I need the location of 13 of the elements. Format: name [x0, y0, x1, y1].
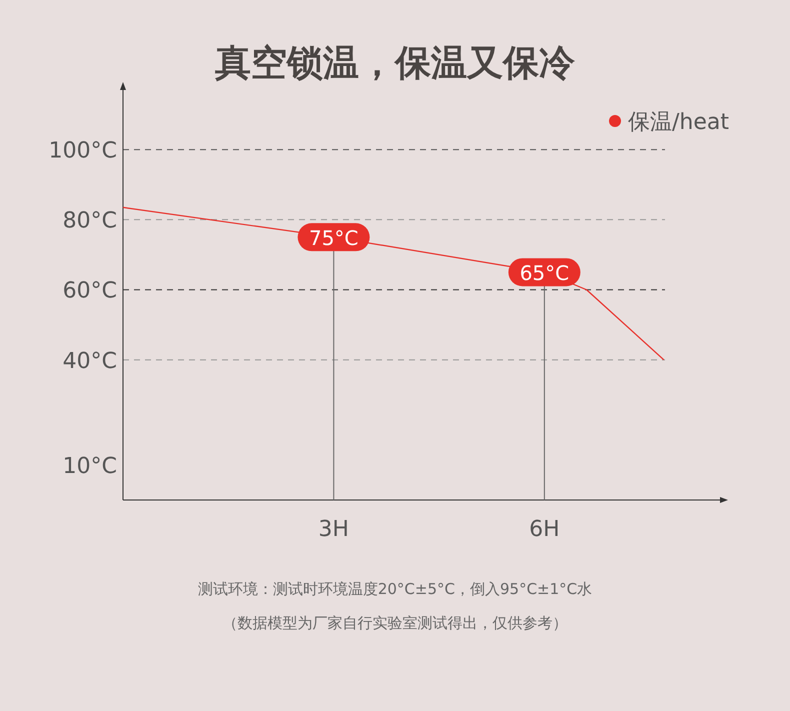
chart-title: 真空锁温，保温又保冷: [214, 43, 576, 84]
x-tick-label: 3H: [318, 517, 349, 542]
y-tick-label: 80°C: [62, 208, 117, 234]
annotation: 65°C: [520, 261, 570, 286]
text: （数据模型为厂家自行实验室测试得出，仅供参考）: [222, 614, 568, 632]
annotation: 75°C: [308, 226, 358, 250]
y-tick-label: 10°C: [62, 454, 117, 479]
x-tick-label: 6H: [529, 517, 560, 542]
legend-label: 保温/heat: [628, 110, 730, 135]
y-tick-label: 100°C: [48, 138, 117, 164]
text: 测试环境：测试时环境温度20°C±5°C，倒入95°C±1°C水: [198, 580, 592, 598]
y-tick-label: 60°C: [62, 278, 117, 304]
y-tick-label: 40°C: [62, 348, 117, 374]
